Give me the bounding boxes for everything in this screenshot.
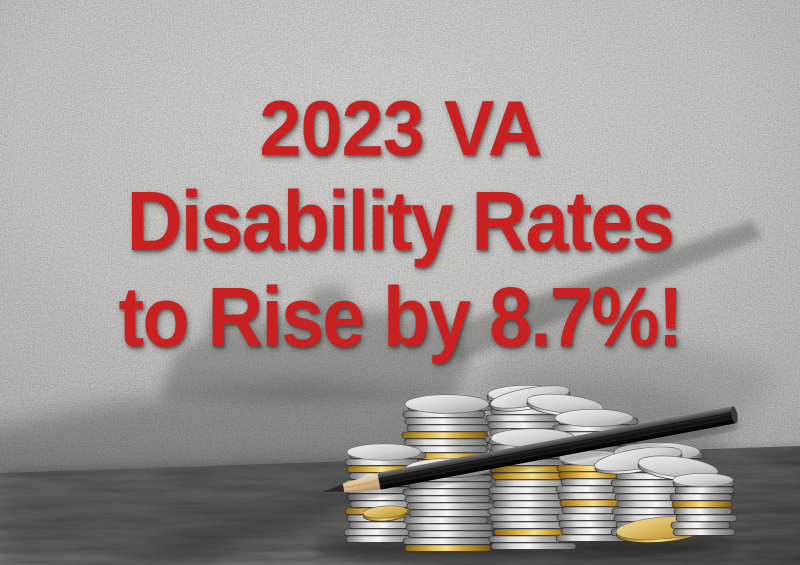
tank-turret-shadow [162, 286, 470, 402]
coin-stack [401, 394, 494, 467]
loose-coin [362, 505, 408, 522]
pencil-ridge-line-2 [379, 417, 736, 485]
pencil-floor-shadow [90, 488, 365, 565]
coin-stack [669, 472, 738, 536]
pencil-illustration [322, 406, 738, 503]
pencil-ridge-line [378, 411, 735, 480]
stucco-wall [0, 0, 800, 482]
pencil-wood-facet [343, 478, 382, 489]
pencil-graphite-tip [322, 483, 347, 492]
pencil-butt-end [730, 406, 738, 424]
pencil-body [377, 406, 737, 490]
